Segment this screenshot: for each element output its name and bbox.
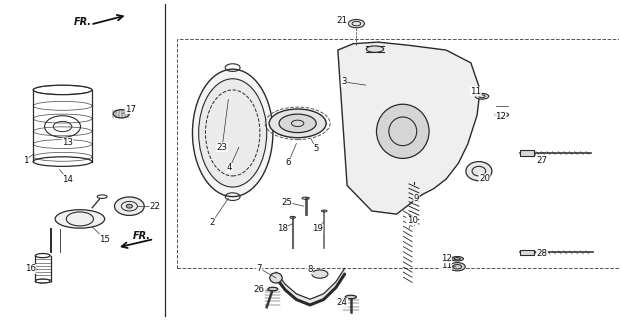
Text: 19: 19 — [312, 224, 323, 233]
FancyBboxPatch shape — [520, 250, 534, 255]
Ellipse shape — [466, 162, 492, 181]
Ellipse shape — [268, 287, 278, 291]
Ellipse shape — [279, 114, 316, 132]
Ellipse shape — [345, 295, 356, 299]
Text: 24: 24 — [337, 298, 348, 307]
Ellipse shape — [475, 93, 489, 99]
Text: 10: 10 — [407, 216, 418, 225]
Ellipse shape — [55, 210, 105, 228]
Text: 1: 1 — [23, 156, 28, 164]
Text: 20: 20 — [479, 174, 490, 183]
Text: 11: 11 — [471, 87, 481, 96]
Text: FR.: FR. — [74, 17, 92, 28]
Text: 3: 3 — [341, 77, 347, 86]
Text: 18: 18 — [277, 224, 288, 233]
Polygon shape — [276, 268, 345, 305]
Ellipse shape — [192, 69, 273, 197]
Text: 22: 22 — [150, 202, 161, 211]
Text: 5: 5 — [314, 144, 319, 153]
Text: 17: 17 — [125, 105, 136, 114]
Text: 6: 6 — [286, 158, 291, 167]
Text: 28: 28 — [536, 249, 547, 258]
Polygon shape — [338, 42, 480, 214]
Text: 8: 8 — [308, 265, 312, 274]
Text: 21: 21 — [337, 16, 348, 25]
Text: FR.: FR. — [133, 231, 151, 242]
Text: 23: 23 — [216, 143, 228, 152]
Ellipse shape — [366, 46, 384, 52]
Text: 9: 9 — [414, 194, 419, 204]
Ellipse shape — [126, 204, 133, 208]
Text: 16: 16 — [25, 264, 36, 274]
Circle shape — [449, 263, 465, 271]
Text: 12: 12 — [441, 254, 451, 263]
Ellipse shape — [270, 273, 282, 283]
Text: 2: 2 — [210, 218, 215, 227]
Circle shape — [348, 20, 365, 28]
FancyBboxPatch shape — [520, 150, 534, 156]
Ellipse shape — [269, 109, 326, 138]
Text: 13: 13 — [62, 138, 73, 147]
Text: 12: 12 — [495, 112, 506, 121]
Ellipse shape — [451, 257, 463, 261]
Text: 7: 7 — [257, 264, 262, 273]
Text: 26: 26 — [254, 284, 265, 293]
Text: 25: 25 — [281, 197, 292, 206]
Text: 27: 27 — [536, 156, 547, 164]
Ellipse shape — [376, 104, 429, 158]
Ellipse shape — [113, 110, 130, 118]
Ellipse shape — [115, 197, 144, 215]
Text: 11: 11 — [441, 261, 451, 270]
Text: 15: 15 — [99, 235, 110, 244]
Text: 14: 14 — [62, 175, 73, 184]
Text: 4: 4 — [227, 164, 232, 172]
Circle shape — [312, 270, 328, 278]
Ellipse shape — [198, 79, 267, 187]
